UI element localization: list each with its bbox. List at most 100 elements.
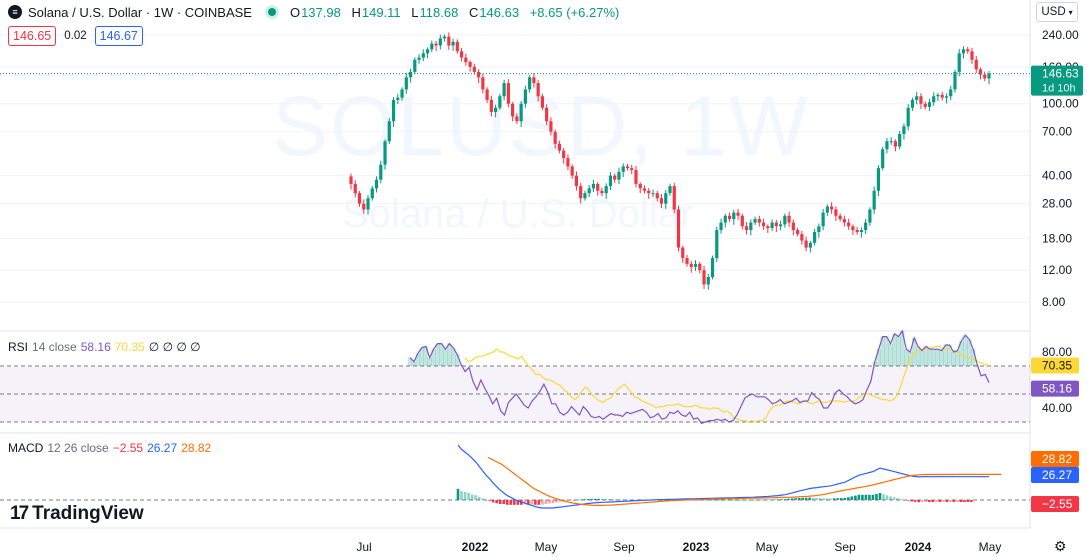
macd-histogram-bar (488, 500, 491, 501)
candle (757, 219, 761, 223)
candle (434, 43, 438, 46)
candle (374, 179, 379, 189)
rsi-tick-label: 40.00 (1042, 401, 1072, 415)
x-tick-label: May (979, 540, 1002, 554)
symbol-title[interactable]: Solana / U.S. Dollar · 1W · COINBASE (28, 4, 252, 20)
candle (562, 150, 566, 159)
buy-price-button[interactable]: 146.67 (94, 26, 143, 46)
candle (532, 77, 536, 84)
macd-legend[interactable]: MACD 12 26 close −2.55 26.27 28.82 (8, 441, 212, 455)
candle (944, 96, 949, 98)
candle (455, 41, 459, 52)
spread-value: 0.02 (64, 30, 87, 42)
macd-histogram-bar (776, 499, 780, 500)
candle (702, 270, 706, 285)
rsi-ma-value: 70.35 (114, 340, 145, 354)
candle (451, 41, 455, 46)
candle (859, 230, 863, 233)
tradingview-logo-icon: 17 (10, 503, 29, 524)
candle (545, 107, 549, 122)
market-open-indicator (267, 8, 276, 16)
candle (749, 222, 753, 231)
macd-histogram-bar (963, 500, 966, 503)
macd-histogram-bar (889, 496, 892, 500)
candle (949, 89, 953, 97)
macd-histogram-bar (952, 500, 956, 503)
candle (727, 215, 732, 220)
macd-histogram-bar (600, 498, 604, 500)
candle (366, 198, 370, 210)
macd-histogram-bar (734, 499, 738, 501)
macd-tag-label: 26.27 (1042, 468, 1072, 482)
name-watermark: Solana / U.S. Dollar (342, 192, 694, 236)
candle (591, 183, 596, 189)
currency-selector[interactable]: USD ▾ (1036, 2, 1078, 22)
macd-histogram-bar (966, 500, 970, 503)
candle (349, 176, 353, 184)
candle (540, 96, 544, 108)
macd-histogram-bar (822, 498, 826, 500)
signal-line-value: 28.82 (181, 441, 212, 455)
candle (953, 71, 957, 90)
candle (774, 222, 778, 227)
candle (383, 141, 387, 165)
close-value: 146.63 (479, 4, 520, 20)
rsi-ma-tag-label: 70.35 (1042, 359, 1072, 373)
macd-histogram-bar (590, 498, 593, 500)
macd-histogram-bar (481, 498, 484, 500)
axes: 240.00160.00100.0070.0040.0028.0018.0012… (356, 28, 1083, 554)
x-tick-label: Sep (834, 540, 856, 554)
price-tick-label: 40.00 (1042, 169, 1072, 183)
macd-histogram-bar (910, 500, 913, 502)
gear-icon[interactable]: ⚙ (1054, 538, 1067, 554)
candle (783, 215, 787, 225)
macd-histogram-bar (847, 497, 850, 500)
rsi-legend[interactable]: RSI 14 close 58.16 70.35 ∅ ∅ ∅ ∅ (8, 340, 201, 354)
candle (732, 212, 736, 220)
rsi-line (409, 329, 990, 425)
candle (655, 193, 659, 199)
symbol-watermark: SOLUSD, 1W (272, 79, 811, 173)
macd-tag (1031, 467, 1079, 483)
macd-histogram-bar (495, 500, 498, 504)
macd-histogram-bar (491, 500, 495, 503)
candle (906, 107, 910, 127)
candle (464, 57, 468, 63)
candle (744, 226, 749, 231)
candle (519, 103, 523, 122)
macd-histogram-bar (512, 500, 516, 505)
candle (978, 69, 983, 75)
candle (396, 97, 400, 100)
macd-histogram-bar (604, 499, 607, 500)
macd-histogram-bar (762, 499, 766, 501)
candle (494, 107, 498, 112)
candle (974, 59, 978, 70)
candle (923, 103, 927, 107)
x-tick-label: 2024 (905, 540, 932, 554)
candle (515, 116, 519, 122)
macd-histogram-bar (790, 498, 794, 500)
macd-histogram-bar (713, 499, 717, 501)
macd-line-value: 26.27 (147, 441, 178, 455)
macd-hist-value: −2.55 (112, 441, 144, 455)
macd-histogram-bar (766, 499, 769, 501)
price-tick-label: 100.00 (1042, 97, 1079, 111)
x-tick-label: May (756, 540, 779, 554)
candle (625, 166, 630, 169)
macd-histogram-bar (913, 500, 917, 502)
candle (919, 96, 923, 104)
candle (438, 38, 442, 46)
candle (442, 36, 447, 39)
macd-histogram-bar (956, 500, 959, 503)
macd-histogram-bar (611, 499, 615, 500)
macd-histogram-bar (572, 500, 576, 501)
signal-line (487, 456, 1002, 506)
sell-price-button[interactable]: 146.65 (8, 26, 57, 46)
macd-histogram-bar (801, 497, 804, 500)
macd-histogram-bar (949, 500, 952, 503)
candle (570, 166, 574, 176)
macd-histogram-bar (903, 499, 906, 501)
macd-histogram-bar (924, 500, 928, 502)
macd-histogram-bar (706, 499, 709, 501)
